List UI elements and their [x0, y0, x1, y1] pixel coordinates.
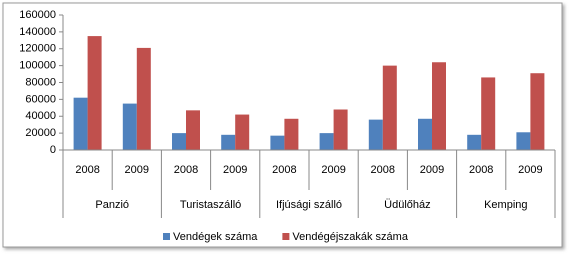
- group-label: Turistaszálló: [180, 199, 241, 211]
- y-tick-label: 0: [50, 144, 56, 156]
- x-tick-label: 2009: [223, 164, 247, 176]
- x-tick-label: 2008: [174, 164, 198, 176]
- legend-label: Vendégek száma: [173, 231, 258, 243]
- bar: [530, 73, 545, 150]
- x-tick-label: 2009: [420, 164, 444, 176]
- y-tick-label: 60000: [25, 93, 56, 105]
- x-tick-label: 2009: [518, 164, 542, 176]
- bar: [368, 119, 383, 150]
- legend-swatch: [282, 233, 290, 240]
- bar: [122, 103, 137, 150]
- group-label: Ifjúsági szálló: [276, 199, 342, 211]
- bar: [382, 65, 397, 150]
- bar: [284, 118, 299, 150]
- bar: [73, 97, 88, 150]
- x-tick-label: 2009: [321, 164, 345, 176]
- bar: [136, 47, 151, 150]
- bar: [516, 132, 531, 150]
- x-tick-label: 2008: [371, 164, 395, 176]
- y-tick-label: 20000: [25, 127, 56, 139]
- bar: [235, 114, 250, 150]
- x-tick-label: 2009: [125, 164, 149, 176]
- legend-swatch: [163, 233, 170, 240]
- bar: [221, 134, 236, 150]
- group-label: Kemping: [484, 199, 527, 211]
- y-tick-label: 100000: [19, 60, 56, 72]
- x-tick-label: 2008: [469, 164, 493, 176]
- bar: [418, 118, 432, 150]
- bar: [319, 133, 334, 150]
- bar: [172, 133, 186, 150]
- bar: [467, 134, 482, 150]
- x-tick-label: 2008: [272, 164, 296, 176]
- bar: [481, 77, 496, 150]
- bar: [270, 135, 285, 150]
- group-label: Üdülőház: [384, 199, 430, 211]
- bar: [87, 36, 102, 150]
- y-tick-label: 160000: [19, 9, 56, 21]
- y-tick-label: 40000: [25, 110, 56, 122]
- group-label: Panzió: [95, 199, 129, 211]
- bar: [186, 110, 200, 150]
- y-tick-label: 120000: [19, 43, 56, 55]
- y-tick-label: 140000: [19, 26, 56, 38]
- legend-label: Vendégéjszakák száma: [292, 231, 408, 243]
- bar: [432, 62, 446, 150]
- y-tick-label: 80000: [25, 76, 56, 88]
- x-tick-label: 2008: [75, 164, 99, 176]
- bar: [333, 109, 348, 150]
